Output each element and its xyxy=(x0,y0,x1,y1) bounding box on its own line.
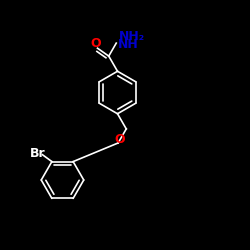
Text: O: O xyxy=(114,133,125,146)
Text: O: O xyxy=(90,37,101,50)
Text: NH₂: NH₂ xyxy=(119,30,145,43)
Text: Br: Br xyxy=(30,148,45,160)
Text: NH: NH xyxy=(118,38,139,51)
